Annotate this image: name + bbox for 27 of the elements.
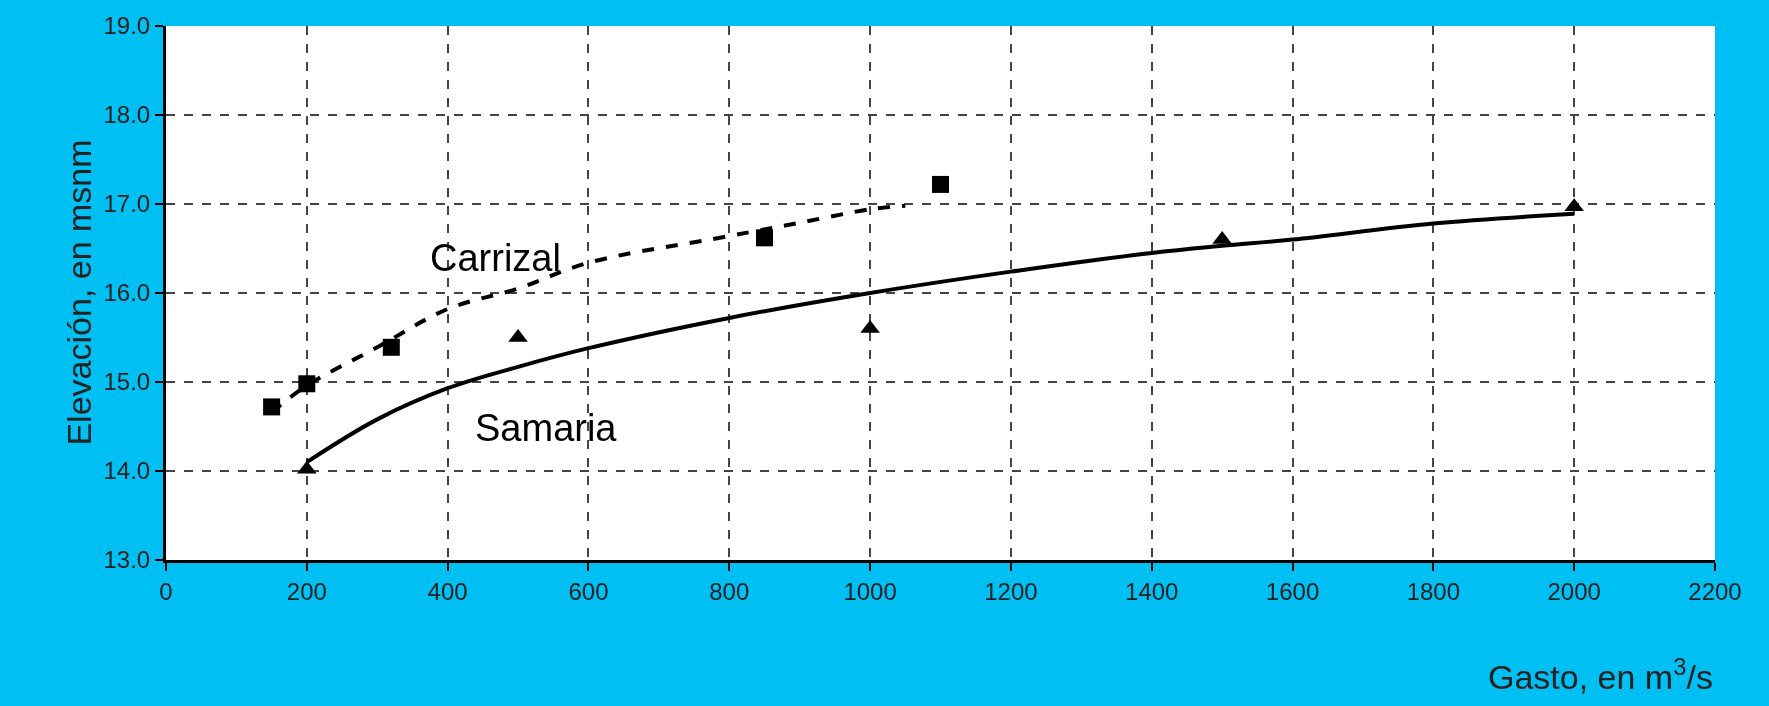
x-tick-label: 1400: [1125, 577, 1179, 605]
y-tick-label: 17.0: [103, 190, 151, 218]
y-tick-label: 15.0: [103, 368, 151, 396]
series-label: Samaria: [475, 407, 618, 449]
point: [932, 175, 949, 193]
y-tick-label: 13.0: [103, 546, 151, 574]
x-tick-label: 600: [568, 577, 609, 605]
x-tick-label: 1600: [1265, 577, 1320, 605]
x-tick-label: 800: [709, 577, 750, 605]
point: [297, 460, 317, 474]
x-tick-label: 1800: [1406, 577, 1461, 605]
x-tick-label: 0: [159, 577, 173, 605]
y-axis-title: Elevación, en msnm: [59, 139, 98, 446]
x-tick-label: 2000: [1547, 577, 1601, 605]
y-tick-label: 18.0: [103, 101, 151, 129]
y-tick-label: 14.0: [103, 457, 151, 485]
y-tick-label: 19.0: [103, 12, 151, 40]
x-tick-label: 2200: [1688, 577, 1742, 605]
y-tick-label: 16.0: [103, 279, 151, 307]
x-tick-label: 200: [286, 577, 327, 605]
x-tick-label: 1000: [843, 577, 897, 605]
x-tick-label: 1200: [984, 577, 1038, 605]
point: [382, 338, 400, 356]
series-label: Carrizal: [430, 237, 561, 279]
point: [755, 229, 773, 247]
x-tick-label: 400: [427, 577, 468, 605]
x-axis-title: Gasto, en m$^{3}$/s: [1488, 653, 1713, 697]
